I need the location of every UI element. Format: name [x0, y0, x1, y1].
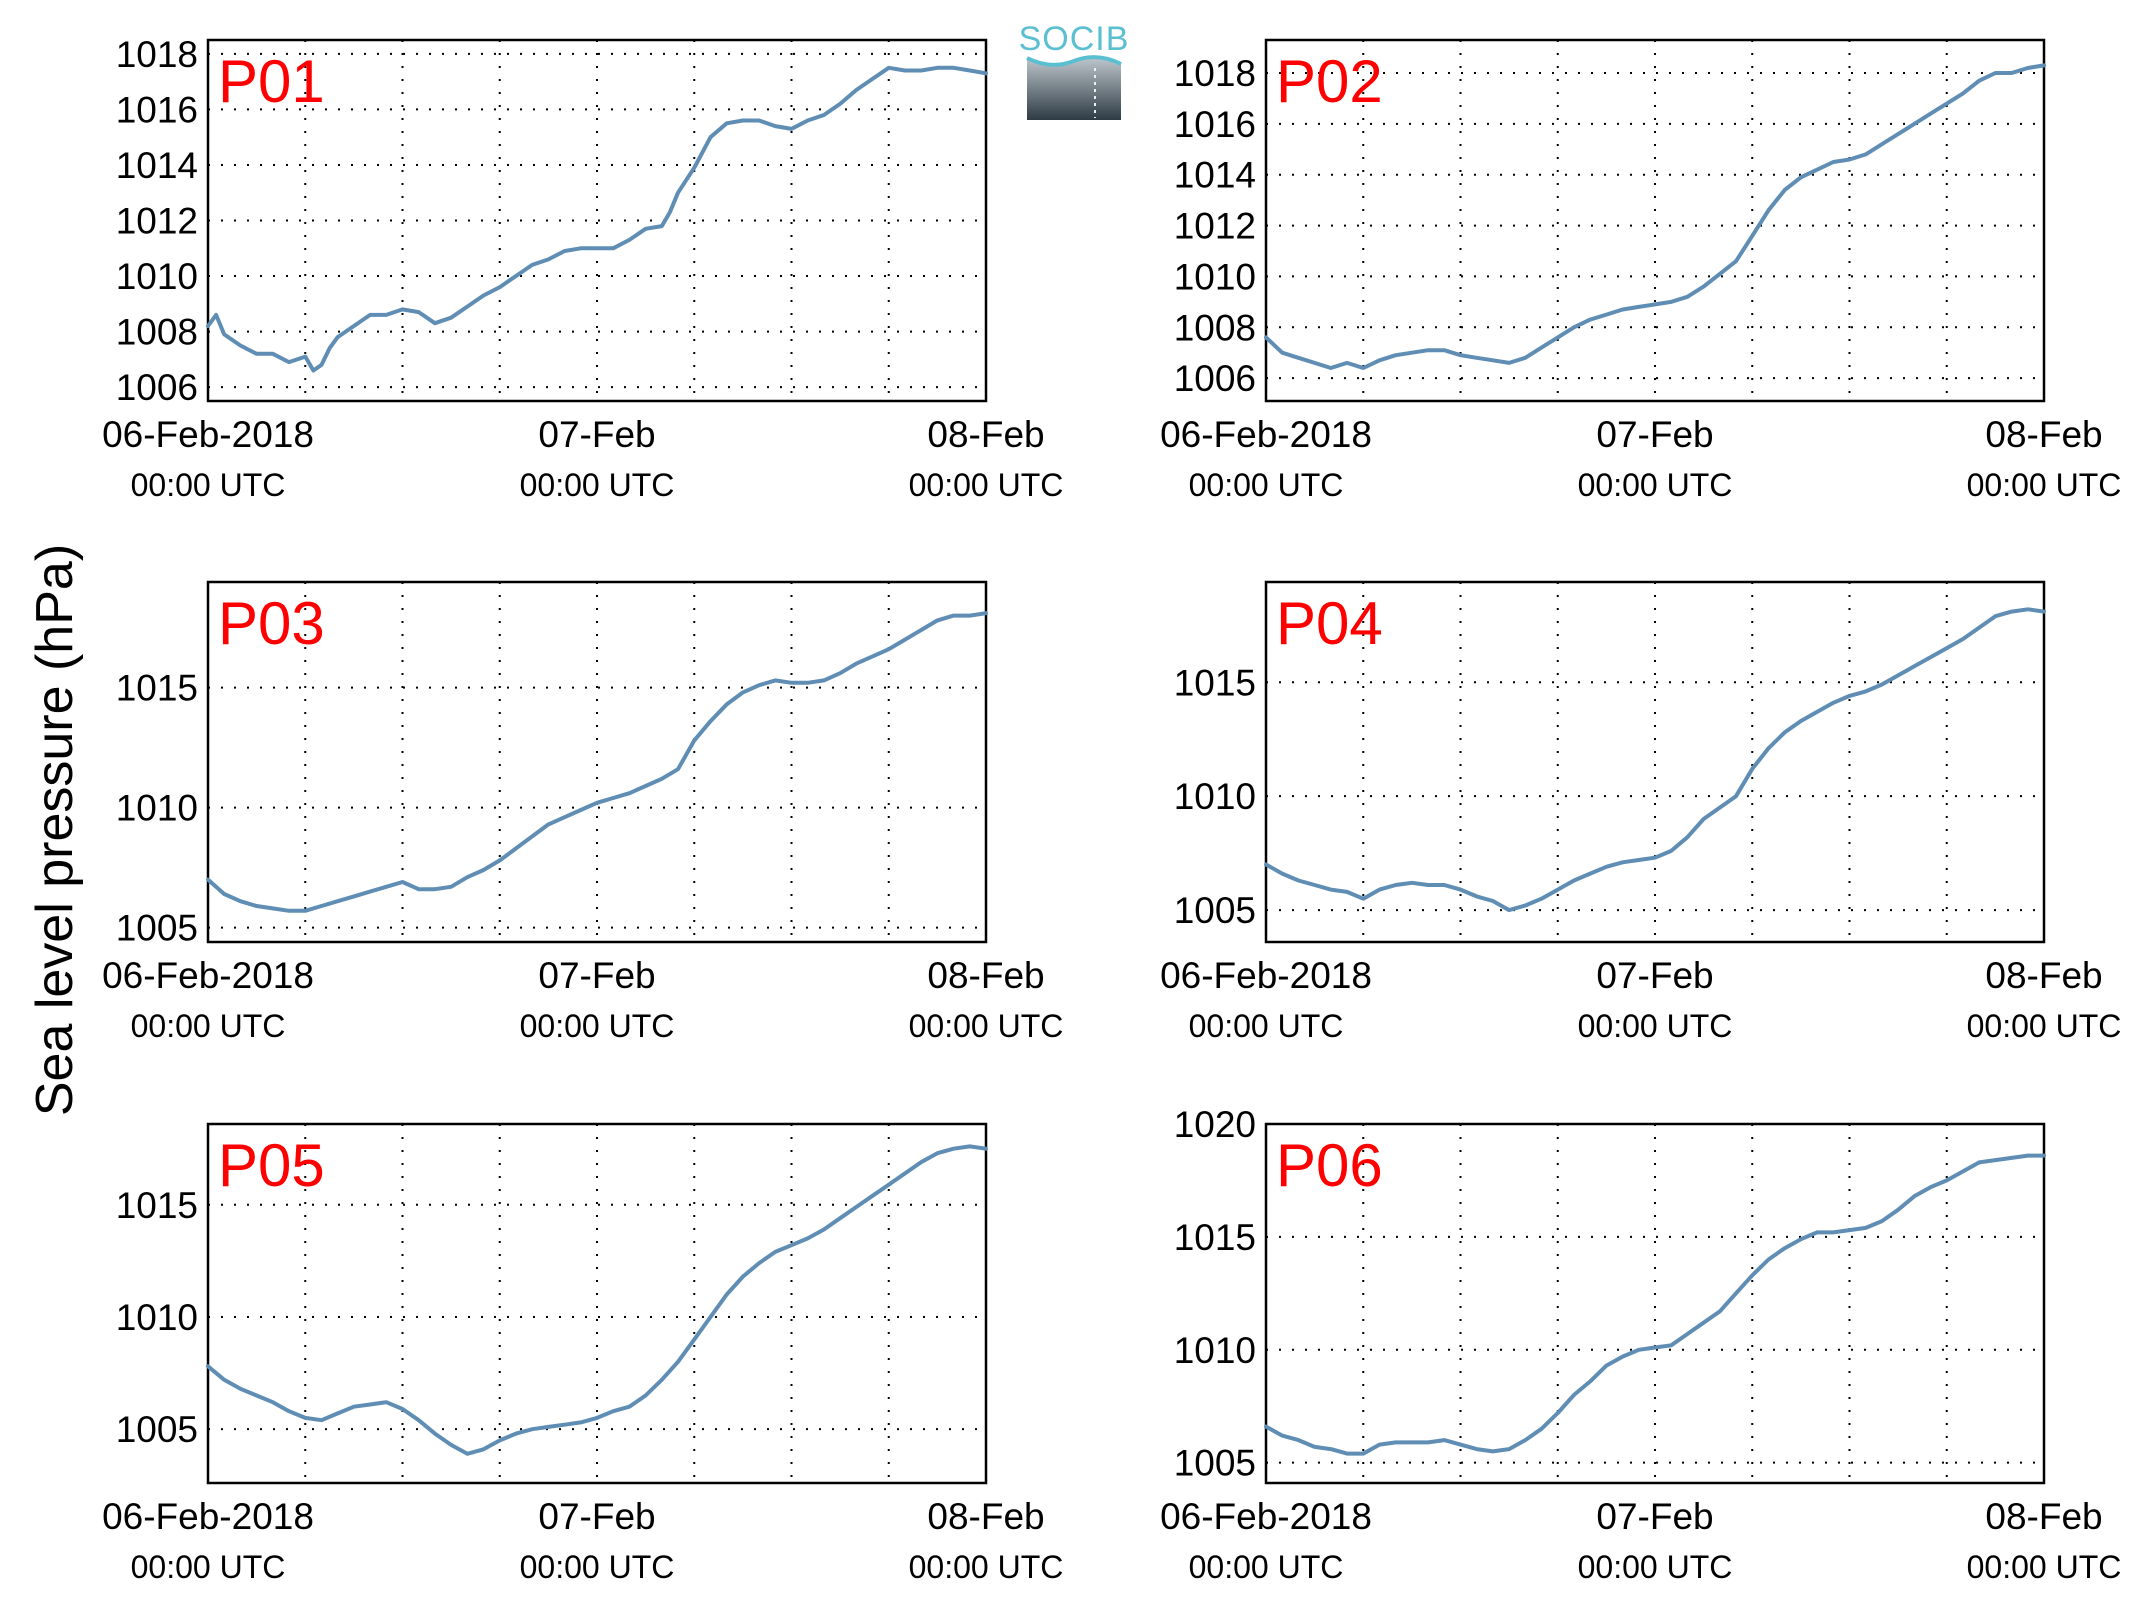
- x-tick-sublabel: 00:00 UTC: [909, 467, 1064, 503]
- x-tick-label: 08-Feb: [1985, 414, 2102, 455]
- y-tick-label: 1018: [1174, 53, 1256, 94]
- x-tick-label: 08-Feb: [927, 955, 1044, 996]
- x-tick-sublabel: 00:00 UTC: [131, 1549, 286, 1585]
- x-tick-label: 07-Feb: [1596, 1496, 1713, 1537]
- panel-p06: 1005 1010 1015 1020 06-Feb-2018 00:00 UTC 07-F…: [1160, 1104, 2121, 1585]
- x-tick-sublabel: 00:00 UTC: [1967, 1008, 2122, 1044]
- y-tick-label: 1010: [1174, 776, 1256, 817]
- y-tick-label: 1005: [116, 908, 198, 949]
- x-tick-sublabel: 00:00 UTC: [131, 467, 286, 503]
- x-tick-label: 07-Feb: [538, 414, 655, 455]
- x-tick-sublabel: 00:00 UTC: [1578, 467, 1733, 503]
- x-tick-label: 08-Feb: [927, 1496, 1044, 1537]
- panel-p04: 1005 1010 1015 06-Feb-2018 00:00 UTC 07-Feb 00…: [1160, 580, 2122, 1044]
- axes-frame: [1264, 38, 2046, 403]
- panel-label: P02: [1276, 48, 1383, 115]
- y-tick-label: 1005: [1174, 1443, 1256, 1484]
- x-tick-label: 08-Feb: [1985, 1496, 2102, 1537]
- axes-frame: [206, 580, 988, 944]
- pressure-series-line: [1264, 1153, 2046, 1456]
- x-tick-label: 07-Feb: [538, 955, 655, 996]
- x-tick-sublabel: 00:00 UTC: [909, 1008, 1064, 1044]
- pressure-series-line: [206, 611, 988, 913]
- y-tick-label: 1012: [116, 201, 198, 242]
- y-tick-label: 1005: [116, 1409, 198, 1450]
- y-tick-label: 1015: [116, 668, 198, 709]
- x-tick-sublabel: 00:00 UTC: [520, 1549, 675, 1585]
- socib-logo: SOCIB: [1019, 20, 1130, 120]
- x-tick-sublabel: 00:00 UTC: [1967, 467, 2122, 503]
- y-tick-label: 1020: [1174, 1104, 1256, 1145]
- y-tick-label: 1014: [116, 145, 198, 186]
- x-tick-sublabel: 00:00 UTC: [520, 467, 675, 503]
- x-tick-label: 06-Feb-2018: [102, 955, 314, 996]
- y-tick-label: 1006: [1174, 358, 1256, 399]
- x-tick-label: 08-Feb: [927, 414, 1044, 455]
- panel-label: P04: [1276, 590, 1383, 657]
- y-tick-label: 1006: [116, 367, 198, 408]
- x-tick-label: 07-Feb: [1596, 955, 1713, 996]
- y-axis-label: Sea level pressure (hPa): [26, 544, 84, 1116]
- pressure-series-line: [206, 65, 988, 373]
- panel-p03: 1005 1010 1015 06-Feb-2018 00:00 UTC 07-Feb 00…: [102, 580, 1064, 1044]
- panel-label: P03: [218, 590, 325, 657]
- y-tick-label: 1016: [1174, 104, 1256, 145]
- axes-frame: [206, 1122, 988, 1485]
- x-tick-sublabel: 00:00 UTC: [1967, 1549, 2122, 1585]
- x-tick-sublabel: 00:00 UTC: [1578, 1008, 1733, 1044]
- logo-text: SOCIB: [1019, 20, 1130, 58]
- x-tick-sublabel: 00:00 UTC: [1189, 1549, 1344, 1585]
- x-tick-label: 07-Feb: [1596, 414, 1713, 455]
- panel-p05: 1005 1010 1015 06-Feb-2018 00:00 UTC 07-Feb 00…: [102, 1122, 1064, 1585]
- y-tick-label: 1010: [1174, 256, 1256, 297]
- axes-frame: [206, 38, 988, 403]
- y-tick-label: 1010: [116, 788, 198, 829]
- y-tick-label: 1008: [1174, 307, 1256, 348]
- y-tick-label: 1018: [116, 34, 198, 75]
- x-tick-sublabel: 00:00 UTC: [1189, 1008, 1344, 1044]
- y-tick-label: 1005: [1174, 890, 1256, 931]
- x-tick-sublabel: 00:00 UTC: [909, 1549, 1064, 1585]
- panel-p01: 1006 1008 1010 1012 1014 1016 1018 06-Feb-2018 0…: [102, 34, 1063, 503]
- y-tick-label: 1010: [116, 1297, 198, 1338]
- y-tick-label: 1012: [1174, 206, 1256, 247]
- y-tick-label: 1014: [1174, 155, 1256, 196]
- pressure-series-line: [206, 1144, 988, 1456]
- panel-p02: 1006 1008 1010 1012 1014 1016 1018 06-Feb-2018 0…: [1160, 38, 2122, 503]
- x-tick-sublabel: 00:00 UTC: [131, 1008, 286, 1044]
- y-tick-label: 1016: [116, 89, 198, 130]
- x-tick-sublabel: 00:00 UTC: [520, 1008, 675, 1044]
- y-tick-label: 1015: [1174, 662, 1256, 703]
- x-tick-label: 06-Feb-2018: [102, 414, 314, 455]
- x-tick-label: 06-Feb-2018: [1160, 955, 1372, 996]
- panel-label: P01: [218, 48, 325, 115]
- x-tick-label: 06-Feb-2018: [102, 1496, 314, 1537]
- x-tick-sublabel: 00:00 UTC: [1578, 1549, 1733, 1585]
- panel-label: P05: [218, 1132, 325, 1199]
- panels: 1006 1008 1010 1012 1014 1016 1018 06-Feb-2018 0…: [102, 34, 2121, 1585]
- pressure-series-line: [1264, 63, 2046, 370]
- y-tick-label: 1015: [116, 1185, 198, 1226]
- x-tick-label: 07-Feb: [538, 1496, 655, 1537]
- x-tick-label: 06-Feb-2018: [1160, 1496, 1372, 1537]
- y-tick-label: 1010: [1174, 1330, 1256, 1371]
- axes-frame: [1264, 1122, 2046, 1485]
- pressure-series-line: [1264, 607, 2046, 913]
- y-tick-label: 1015: [1174, 1217, 1256, 1258]
- x-tick-sublabel: 00:00 UTC: [1189, 467, 1344, 503]
- axes-frame: [1264, 580, 2046, 944]
- panel-label: P06: [1276, 1132, 1383, 1199]
- x-tick-label: 06-Feb-2018: [1160, 414, 1372, 455]
- y-tick-label: 1010: [116, 256, 198, 297]
- y-tick-label: 1008: [116, 312, 198, 353]
- x-tick-label: 08-Feb: [1985, 955, 2102, 996]
